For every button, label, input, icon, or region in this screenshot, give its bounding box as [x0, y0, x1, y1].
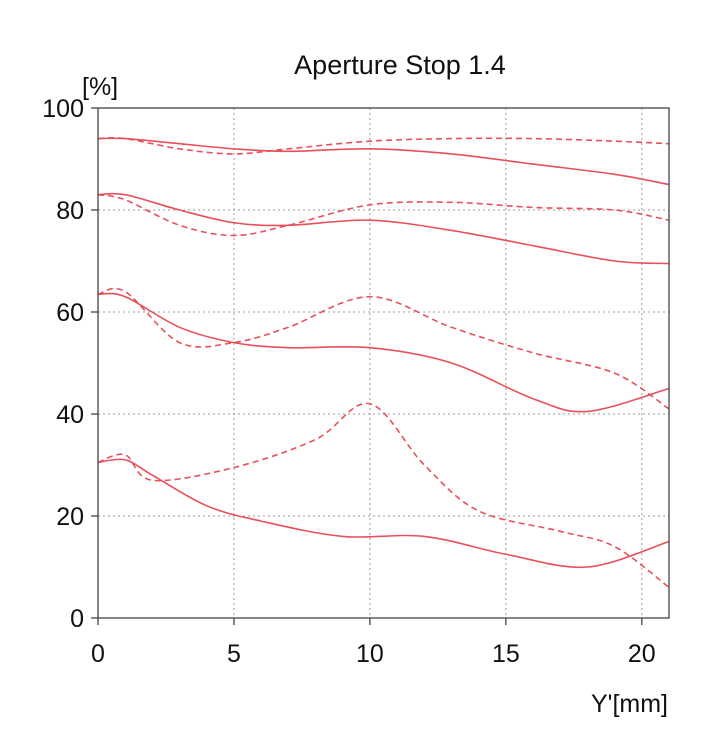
series-line-6-dashed: [97, 287, 670, 410]
series-line-8-dashed: [97, 402, 670, 589]
y-tick-label: 60: [56, 299, 84, 327]
x-tick-label: 20: [628, 640, 656, 668]
x-tick-label: 0: [91, 640, 105, 668]
x-axis-label: Y'[mm]: [591, 690, 668, 718]
series-lines: [97, 137, 670, 589]
x-tick-label: 5: [227, 640, 241, 668]
series-line-1-solid: [97, 137, 670, 186]
plot-frame: [97, 107, 670, 619]
chart-title: Aperture Stop 1.4: [294, 50, 506, 80]
x-tick-label: 10: [356, 640, 384, 668]
series-line-2-dashed: [97, 137, 670, 155]
axis-ticks: 0 5 10 15 20 0 20 40 60 80 100: [42, 95, 655, 668]
y-tick-label: 20: [56, 503, 84, 531]
series-line-7-solid: [97, 458, 670, 569]
y-tick-label: 100: [42, 95, 84, 123]
series-line-3-solid: [97, 192, 670, 265]
y-tick-label: 80: [56, 197, 84, 225]
y-tick-label: 40: [56, 401, 84, 429]
x-tick-label: 15: [492, 640, 520, 668]
grid-lines: [98, 108, 669, 618]
y-tick-label: 0: [70, 605, 84, 633]
series-line-4-dashed: [97, 193, 670, 237]
series-line-5-solid: [97, 292, 670, 413]
y-axis-label: [%]: [82, 73, 118, 101]
